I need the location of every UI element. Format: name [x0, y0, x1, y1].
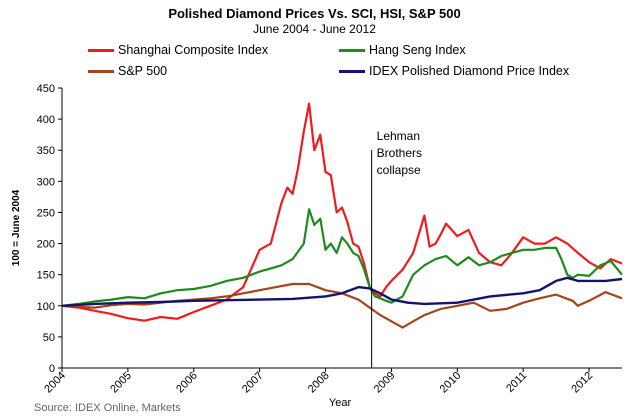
series-line-idex-polished-diamond-price-index — [61, 276, 623, 307]
lehman-annotation-line-2: Brothers — [377, 146, 422, 160]
x-tick-label: 2006 — [174, 370, 200, 396]
legend-label-hang-seng: Hang Seng Index — [369, 43, 466, 57]
x-tick-label: 2008 — [306, 370, 332, 396]
y-tick-label: 350 — [37, 145, 55, 157]
x-axis-label: Year — [329, 397, 352, 409]
x-tick-label: 2004 — [42, 370, 68, 396]
legend-item-idex: IDEX Polished Diamond Price Index — [339, 64, 569, 78]
y-tick-label: 200 — [37, 239, 55, 251]
y-tick-label: 100 — [37, 301, 55, 313]
legend-swatch-idex — [339, 69, 365, 73]
legend-label-sp500: S&P 500 — [118, 64, 168, 78]
axes-layer: 0 50 100 150 200 250 300 350 400 450 2004 2005 2006 2… — [37, 83, 622, 395]
legend-item-sp500: S&P 500 — [88, 64, 167, 78]
y-tick-label: 0 — [49, 363, 55, 375]
legend-item-hang-seng: Hang Seng Index — [339, 43, 466, 57]
x-tick-label: 2007 — [240, 370, 266, 396]
series-layer — [61, 102, 623, 329]
series-line-hang-seng-index — [61, 208, 623, 307]
y-tick-label: 300 — [37, 176, 55, 188]
x-tick-label: 2005 — [108, 370, 134, 396]
chart-subtitle: June 2004 - June 2012 — [253, 22, 376, 36]
series-line-shanghai-composite-index — [61, 102, 623, 322]
legend-swatch-hang-seng — [339, 48, 365, 52]
lehman-annotation-line-3: collapse — [377, 163, 421, 177]
x-tick-label: 2012 — [569, 370, 595, 396]
legend-label-shanghai: Shanghai Composite Index — [118, 43, 269, 57]
legend-item-shanghai: Shanghai Composite Index — [88, 43, 268, 57]
y-tick-label: 400 — [37, 114, 55, 126]
y-tick-label: 150 — [37, 270, 55, 282]
legend-swatch-shanghai — [88, 48, 114, 52]
chart-title: Polished Diamond Prices Vs. SCI, HSI, S&… — [168, 6, 461, 21]
x-tick-label: 2010 — [438, 370, 464, 396]
source-note: Source: IDEX Online, Markets — [34, 402, 181, 414]
y-axis-label: 100 = June 2004 — [11, 189, 22, 266]
x-tick-label: 2009 — [372, 370, 398, 396]
y-tick-label: 50 — [43, 332, 55, 344]
legend-label-idex: IDEX Polished Diamond Price Index — [369, 64, 570, 78]
legend-swatch-sp500 — [88, 69, 114, 73]
y-tick-label: 250 — [37, 207, 55, 219]
x-tick-label: 2011 — [504, 370, 529, 395]
lehman-annotation-line-1: Lehman — [377, 129, 420, 143]
y-tick-label: 450 — [37, 83, 55, 95]
